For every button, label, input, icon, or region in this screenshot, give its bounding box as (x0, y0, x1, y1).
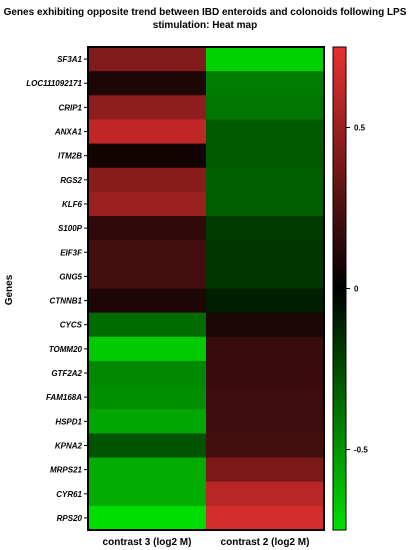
row-label: RGS2 (60, 176, 82, 185)
chart-title: Genes exhibiting opposite trend between … (0, 6, 410, 32)
heatmap-cell (206, 457, 325, 483)
colorbar-tick-label: 0 (354, 285, 359, 294)
row-label: KPNA2 (55, 441, 83, 450)
heatmap-cell (88, 143, 207, 169)
heatmap-cell (88, 409, 207, 434)
column-label: contrast 2 (log2 M) (221, 537, 310, 548)
heatmap-cell (88, 119, 207, 145)
row-label: SF3A1 (57, 55, 82, 64)
heatmap-cell (88, 71, 207, 96)
row-label: CTNNB1 (50, 297, 83, 306)
heatmap-cell (88, 264, 207, 289)
heatmap-cell (206, 336, 325, 362)
heatmap-cell (206, 505, 325, 531)
y-axis-label: Genes (4, 274, 15, 305)
row-label: CRIP1 (58, 103, 82, 112)
heatmap-cell (206, 95, 325, 120)
colorbar (332, 46, 347, 531)
row-label: CYR61 (56, 490, 82, 499)
heatmap-cell (88, 288, 207, 314)
row-label: FAM168A (46, 393, 82, 402)
row-label: S100P (58, 224, 83, 233)
heatmap-cell (206, 481, 325, 507)
column-label: contrast 3 (log2 M) (103, 537, 192, 548)
heatmap-cell (88, 191, 207, 217)
row-label: ITM2B (58, 152, 82, 161)
row-label: TOMM20 (49, 345, 83, 354)
row-label: KLF6 (62, 200, 83, 209)
heatmap-cell (206, 167, 325, 193)
heatmap-cell (88, 505, 207, 531)
row-label: LOC111092171 (26, 79, 82, 88)
heatmap-cell (206, 119, 325, 145)
heatmap-cell (206, 216, 325, 241)
heatmap-cell (206, 288, 325, 314)
heatmap-cell (88, 167, 207, 193)
plot-frame (87, 46, 325, 531)
heatmap-cell (88, 312, 207, 338)
heatmap-cell (206, 385, 325, 410)
row-label: MRPS21 (50, 466, 83, 475)
heatmap-cell (88, 95, 207, 120)
heatmap-cell (88, 240, 207, 265)
chart-title-line-2: stimulation: Heat map (152, 20, 258, 31)
heatmap-cell (88, 336, 207, 362)
row-ticks (84, 58, 88, 519)
heatmap-cell (206, 47, 325, 72)
heatmap-cell (206, 360, 325, 386)
heatmap-cell (206, 240, 325, 265)
heatmap-cell (88, 47, 207, 72)
heatmap-cell (88, 360, 207, 386)
heatmap-cell (206, 433, 325, 459)
heatmap-cell (88, 385, 207, 410)
heatmap-cell (206, 312, 325, 338)
colorbar-ticks: 0.5 0 -0.5 (346, 124, 368, 455)
row-labels: SF3A1 LOC111092171 CRIP1 ANXA1 ITM2B RGS2 KLF6… (26, 55, 83, 523)
column-labels: contrast 3 (log2 M) contrast 2 (log2 M) (103, 537, 310, 548)
chart-title-line-1: Genes exhibiting opposite trend between … (3, 7, 407, 18)
row-label: CYCS (60, 321, 83, 330)
row-label: HSPD1 (55, 417, 82, 426)
heatmap-cell (206, 264, 325, 289)
heatmap-cell (206, 71, 325, 96)
heatmap-cells (88, 47, 325, 531)
heatmap-cell (88, 216, 207, 241)
row-label: EIF3F (60, 248, 83, 257)
heatmap-cell (88, 481, 207, 507)
heatmap-cell (88, 433, 207, 459)
heatmap-cell (206, 191, 325, 217)
row-label: RPS20 (57, 514, 83, 523)
colorbar-tick-label: 0.5 (354, 124, 366, 133)
row-label: ANXA1 (54, 128, 83, 137)
colorbar-tick-label: -0.5 (354, 446, 368, 455)
heatmap-cell (88, 457, 207, 483)
row-label: GNG5 (59, 272, 82, 281)
row-label: GTF2A2 (51, 369, 82, 378)
heatmap-cell (206, 143, 325, 169)
heatmap-cell (206, 409, 325, 434)
